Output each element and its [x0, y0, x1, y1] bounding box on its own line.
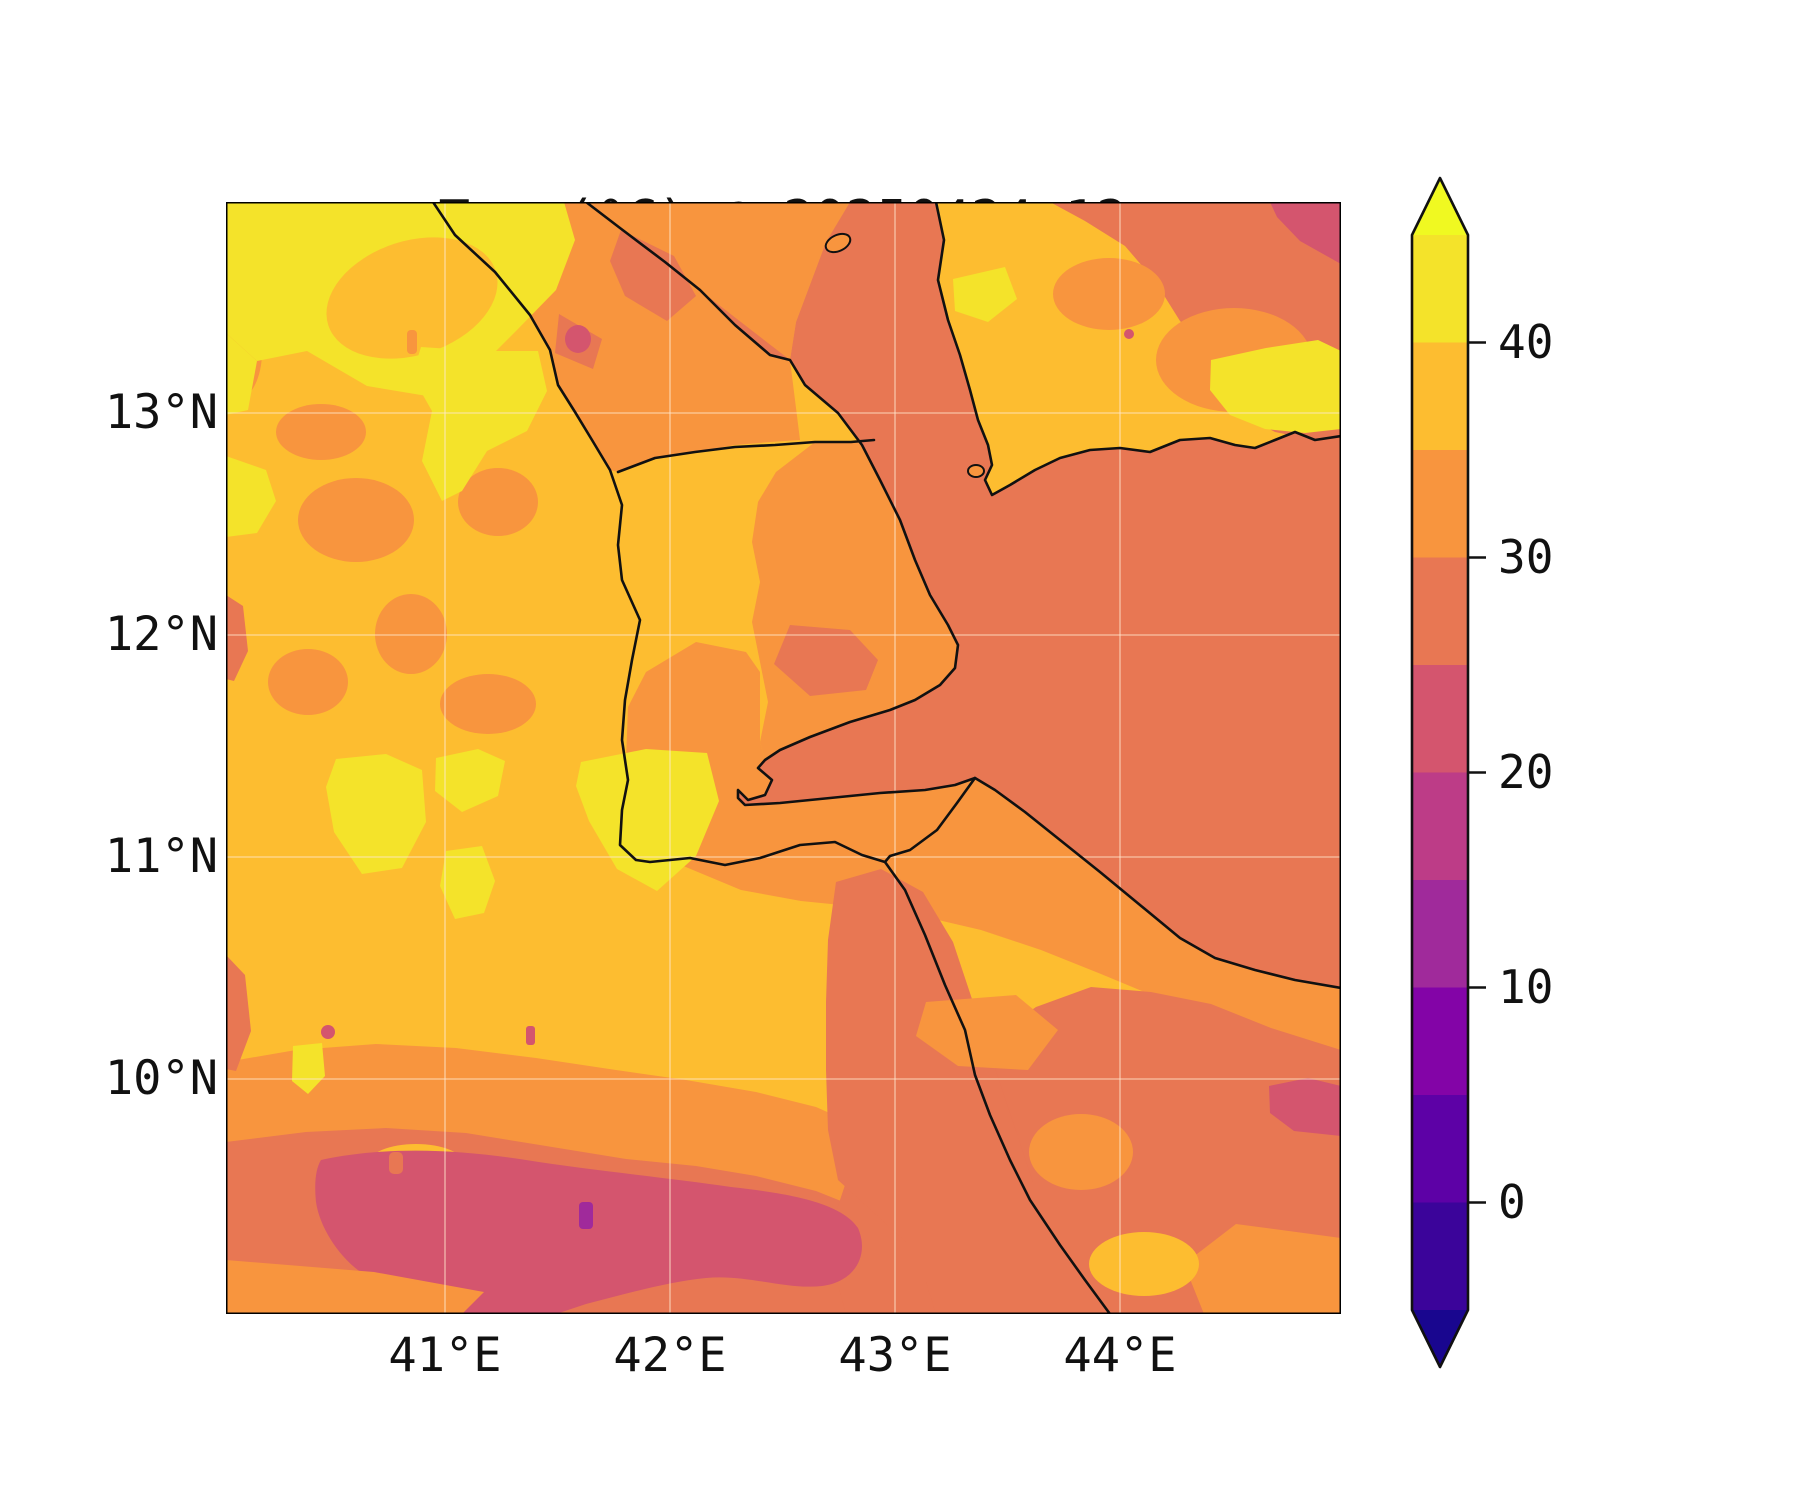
colorbar-band-0-5 [1412, 1095, 1468, 1203]
map-salmon-wisp [610, 230, 696, 321]
map-orange-blob [298, 478, 414, 562]
map-orange-blob [916, 995, 1058, 1070]
map-orange-blob [1053, 258, 1165, 330]
map-yellow-blob [435, 749, 505, 812]
map-orange-bl-corner [226, 1260, 484, 1314]
map-left-edge-salmon [226, 595, 248, 681]
colorbar-band-5-10 [1412, 987, 1468, 1095]
map-region-yemen-highlands-corner [1270, 202, 1341, 264]
cbar-label-20: 20 [1498, 745, 1554, 799]
colorbar-ticks [1468, 341, 1486, 1204]
map-region-djibouti-inland-cool [774, 625, 878, 696]
colorbar-band-20-25 [1412, 665, 1468, 773]
map-pink-spot [565, 325, 591, 353]
map-yellow-yemen-spot [953, 267, 1017, 322]
colorbar-band-35-40 [1412, 342, 1468, 450]
map-orange-blob [276, 404, 366, 460]
map-yellow-blob [576, 749, 719, 891]
cbar-label-0: 0 [1498, 1175, 1526, 1229]
ytick-11n: 11°N [104, 829, 218, 884]
ytick-10n: 10°N [104, 1051, 218, 1106]
map-orange-blob [458, 468, 538, 536]
map-region-upper-red-sea-warm [586, 202, 850, 360]
map-yellow-blob [292, 1043, 325, 1094]
map-region-afar-somaliland-strip [626, 642, 1341, 1052]
colorbar-band-15-20 [1412, 772, 1468, 880]
cbar-label-40: 40 [1498, 315, 1554, 369]
border-ethiopia-somaliland [883, 860, 1112, 1314]
map-orange-blob [268, 649, 348, 715]
border-eritrea-djibouti [616, 438, 876, 474]
map-left-edge-salmon [226, 955, 251, 1071]
map-orange-blob [1029, 1114, 1133, 1190]
graticule [226, 202, 1341, 1314]
map-yellow-blob [440, 846, 495, 919]
map-island-hanish [824, 232, 852, 254]
colorbar-band-m5-0 [1412, 1202, 1468, 1310]
cbar-label-10: 10 [1498, 960, 1554, 1014]
colorbar-over-arrow [1412, 178, 1468, 235]
xtick-44e: 44°E [1063, 1328, 1177, 1383]
map-amber-ring-hole [326, 237, 498, 359]
map-orange-blob [440, 674, 536, 734]
map-region-ethiopia-se [826, 869, 1110, 1314]
map-yellow-yemen-coastal [1210, 340, 1341, 433]
map-pink-right-edge [1269, 1078, 1341, 1136]
coastline-west-red-sea-tadjoura-somaliland [584, 202, 1341, 990]
map-amber-blob [1089, 1232, 1199, 1296]
xtick-41e: 41°E [388, 1328, 502, 1383]
colorbar-under-arrow [1412, 1310, 1468, 1367]
map-region-sea-red-sea-gulf-aden [586, 202, 1341, 988]
map-salmon-dash [389, 1152, 403, 1174]
map-pink-dash [526, 1026, 535, 1045]
map-violet-cold-spot [579, 1202, 593, 1229]
ytick-12n: 12°N [104, 607, 218, 662]
map-yellow-blob [326, 754, 426, 874]
map-orange-dash [407, 330, 417, 354]
coastlines-borders [431, 202, 1341, 1314]
xtick-43e: 43°E [838, 1328, 952, 1383]
ytick-13n: 13°N [104, 385, 218, 440]
xtick-42e: 42°E [613, 1328, 727, 1383]
map-orange-blob [1184, 1224, 1341, 1314]
colorbar-outline [1410, 176, 1470, 1369]
colorbar-band-25-30 [1412, 557, 1468, 665]
map-pink-dot [1124, 329, 1134, 339]
colorbar [1410, 176, 1486, 1369]
map-pink-dot [321, 1025, 335, 1039]
map-orange-blob [375, 594, 447, 674]
colorbar-band-10-15 [1412, 880, 1468, 988]
map-yellow-blob [226, 333, 257, 415]
map-region-ethiopian-highlands-cool-band [315, 1150, 862, 1314]
colorbar-band-40-45 [1412, 235, 1468, 343]
cbar-label-30: 30 [1498, 530, 1554, 584]
map-yellow-blob [226, 456, 276, 537]
temperature-map [226, 202, 1341, 1314]
colorbar-band-30-35 [1412, 450, 1468, 558]
border-eritrea-ethiopia-djibouti [431, 202, 887, 867]
border-djibouti-somaliland [883, 776, 977, 864]
coastline-yemen [934, 202, 1341, 497]
map-island-perim [967, 464, 985, 478]
